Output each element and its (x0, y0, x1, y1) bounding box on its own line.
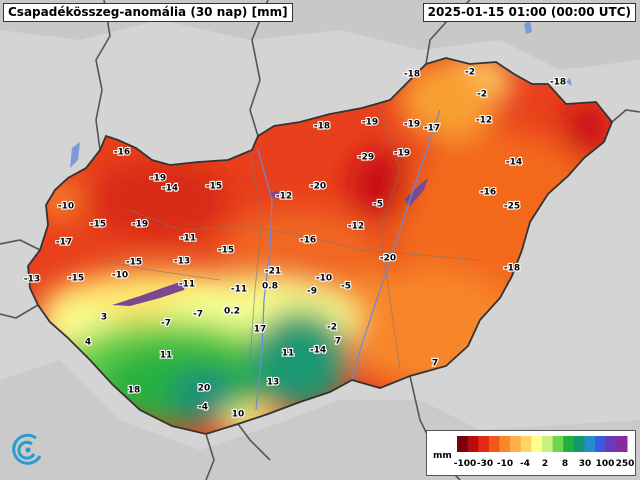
value-label: -9 (307, 287, 317, 297)
legend-color-bar (457, 436, 628, 452)
hungary-border (27, 57, 614, 435)
value-label: -15 (68, 274, 84, 284)
value-label: -15 (218, 246, 234, 256)
legend-swatch (595, 436, 607, 452)
value-label: 7 (335, 337, 341, 347)
legend-swatch (552, 436, 564, 452)
value-label: 18 (128, 386, 141, 396)
value-label: -17 (56, 238, 72, 248)
legend-ticks: -100 -30 -10 -4 2 8 30 100 250 (427, 459, 635, 473)
legend-swatch (510, 436, 522, 452)
legend-swatch (584, 436, 596, 452)
legend-swatch (605, 436, 617, 452)
value-label: -16 (480, 188, 496, 198)
value-label: 3 (101, 313, 107, 323)
legend-swatch (616, 436, 628, 452)
legend-swatch (499, 436, 511, 452)
lake-icon (70, 142, 80, 168)
value-label: -14 (506, 158, 522, 168)
value-label: 10 (232, 410, 245, 420)
value-label: -7 (161, 319, 171, 329)
value-label: -29 (358, 153, 374, 163)
value-label: -21 (265, 267, 281, 277)
value-label: -18 (314, 122, 330, 132)
legend-swatch (457, 436, 469, 452)
legend-tick-label: -10 (496, 459, 514, 469)
legend-swatch (531, 436, 543, 452)
value-label: -25 (504, 202, 520, 212)
value-label: -19 (150, 174, 166, 184)
value-label: -19 (394, 149, 410, 159)
value-label: -19 (132, 220, 148, 230)
value-label: -14 (310, 346, 326, 356)
value-label: -12 (348, 222, 364, 232)
legend-tick-label: -4 (520, 459, 530, 469)
legend-tick-label: 30 (578, 459, 592, 469)
value-label: 17 (254, 325, 267, 335)
value-label: -16 (300, 236, 316, 246)
value-label: 0.2 (224, 307, 240, 317)
value-label: -13 (174, 257, 190, 267)
value-label: -10 (316, 274, 332, 284)
value-labels: -18 -2-18-2-12-18 -19 -19 -17-29 -19-16-14-19… (23, 66, 567, 420)
value-label: -5 (341, 282, 351, 292)
legend-tick-label: 100 (595, 459, 615, 469)
value-label: 11 (282, 349, 295, 359)
value-label: -7 (193, 310, 203, 320)
logo-icon (8, 430, 48, 470)
legend-swatch (563, 436, 575, 452)
value-label: -2 (465, 68, 475, 78)
value-label: -11 (231, 285, 247, 295)
legend-swatch (520, 436, 532, 452)
value-label: -2 (327, 323, 337, 333)
legend-swatch (573, 436, 585, 452)
legend-swatch (478, 436, 490, 452)
legend-unit: mm (433, 451, 452, 461)
value-label: -5 (373, 200, 383, 210)
value-label: -11 (180, 234, 196, 244)
value-label: -12 (476, 116, 492, 126)
value-label: -11 (179, 280, 195, 290)
legend-swatch (467, 436, 479, 452)
map-title: Csapadékösszeg-anomália (30 nap) [mm] (3, 3, 293, 22)
value-label: -10 (112, 271, 128, 281)
value-label: -16 (114, 148, 130, 158)
value-label: -12 (276, 192, 292, 202)
value-label: -18 (404, 70, 420, 80)
value-label: -20 (380, 254, 396, 264)
value-label: 7 (432, 359, 438, 369)
value-label: -17 (424, 124, 440, 134)
value-label: 0.8 (262, 282, 278, 292)
value-label: 11 (160, 351, 173, 361)
value-label: -4 (198, 403, 208, 413)
legend-tick-label: 2 (541, 459, 549, 469)
legend-swatch (542, 436, 554, 452)
rivers (255, 109, 441, 411)
value-label: -19 (404, 120, 420, 130)
value-label: -2 (477, 90, 487, 100)
value-label: -15 (206, 182, 222, 192)
legend-tick-label: 250 (615, 459, 635, 469)
legend: mm -100 -30 -10 -4 2 8 30 100 250 (426, 430, 636, 476)
value-label: -18 (550, 78, 566, 88)
value-label: 20 (198, 384, 211, 394)
value-label: -10 (58, 202, 74, 212)
value-label: -13 (24, 275, 40, 285)
value-label: -15 (90, 220, 106, 230)
value-label: -14 (162, 184, 178, 194)
value-label: -20 (310, 182, 326, 192)
value-label: -15 (126, 258, 142, 268)
timestamp: 2025-01-15 01:00 (00:00 UTC) (422, 3, 636, 22)
legend-swatch (488, 436, 500, 452)
legend-tick-label: 8 (561, 459, 569, 469)
value-label: 4 (85, 338, 91, 348)
legend-tick-label: -30 (476, 459, 494, 469)
value-label: -19 (362, 118, 378, 128)
value-label: 13 (267, 378, 280, 388)
legend-tick-label: -100 (453, 459, 477, 469)
value-label: -18 (504, 264, 520, 274)
lake-balaton-icon (112, 280, 186, 306)
